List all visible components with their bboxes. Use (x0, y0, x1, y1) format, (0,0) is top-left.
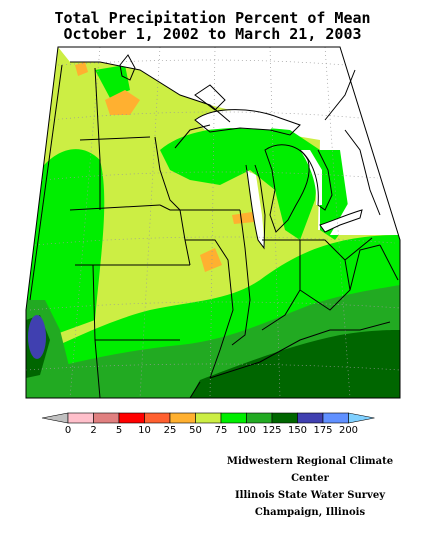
lake-michigan (246, 170, 265, 248)
credit-line-3: Champaign, Illinois (254, 507, 366, 518)
region-125-150 (190, 330, 400, 398)
legend-swatch (144, 412, 171, 424)
legend-swatch (169, 412, 196, 424)
region-mn-orange (105, 90, 140, 115)
legend-swatch (67, 412, 94, 424)
state-boundaries (29, 61, 399, 399)
legend-color-bar (41, 412, 375, 424)
lake-superior (195, 110, 280, 130)
legend-label: 5 (115, 425, 123, 436)
map-frame (25, 46, 401, 399)
legend-swatch (297, 412, 324, 424)
region-il-orange (200, 248, 222, 272)
legend-swatch (246, 412, 273, 424)
map-title: Total Precipitation Percent of Mean Octo… (0, 10, 425, 42)
legend-arrow-left (41, 412, 69, 424)
credit-line-2: Illinois State Water Survey (234, 490, 386, 501)
credit-line-1: Midwestern Regional Climate Center (226, 456, 394, 484)
credits: Midwestern Regional Climate Center Illin… (210, 453, 410, 521)
legend-swatch (93, 412, 120, 424)
lake-shorelines (119, 54, 381, 250)
legend-label: 2 (90, 425, 97, 436)
title-line-1: Total Precipitation Percent of Mean (54, 9, 371, 27)
legend-swatch (322, 412, 349, 424)
legend-swatch (118, 412, 145, 424)
region-lake-orange (232, 212, 254, 224)
legend-swatch (271, 412, 298, 424)
legend-arrow-right (348, 412, 375, 424)
legend-label: 10 (138, 425, 151, 436)
precip-shading (26, 47, 400, 398)
legend-swatch (195, 412, 222, 424)
legend-label: 150 (287, 425, 308, 436)
legend-label: 0 (64, 425, 72, 436)
lake-huron (300, 150, 322, 205)
legend-label: 100 (236, 425, 257, 436)
east-outside (330, 200, 400, 235)
legend-swatch (220, 412, 247, 424)
region-wi-mi-green (160, 127, 320, 240)
region-nd-orange (75, 62, 88, 76)
legend-label: 50 (189, 425, 202, 436)
region-150-175 (28, 315, 46, 359)
legend-label: 200 (338, 425, 359, 436)
region-west-green (26, 149, 105, 340)
legend-label: 25 (163, 425, 177, 436)
title-line-2: October 1, 2002 to March 21, 2003 (63, 25, 362, 43)
legend-label: 125 (262, 425, 282, 436)
legend-label: 175 (313, 425, 333, 436)
legend-label: 75 (214, 425, 228, 436)
canada-area (58, 47, 350, 120)
